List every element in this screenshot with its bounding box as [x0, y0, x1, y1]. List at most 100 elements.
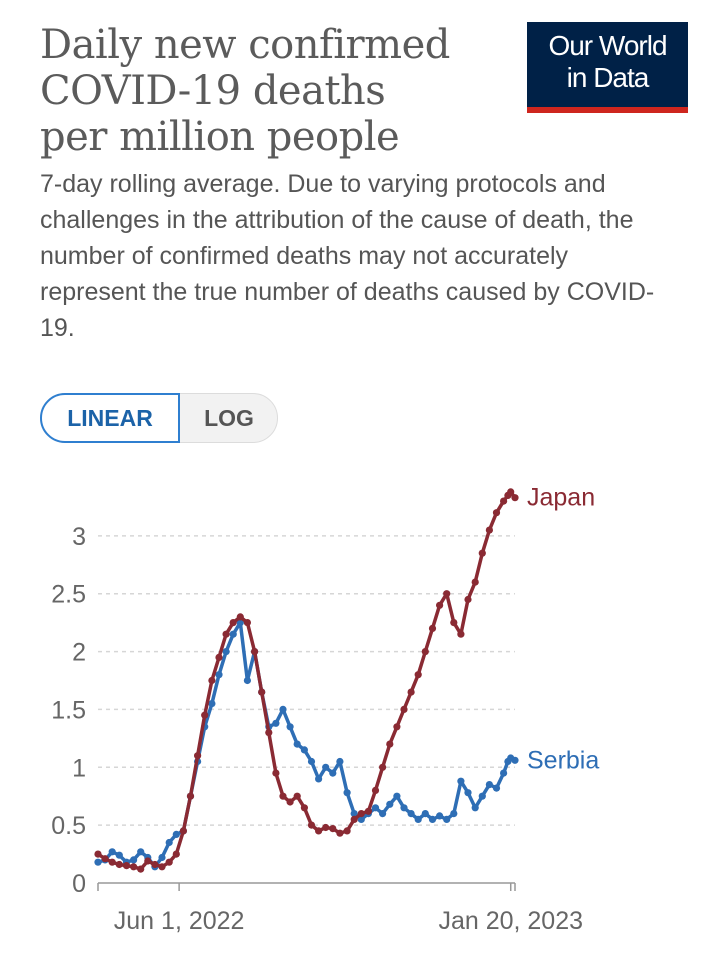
data-point-japan: [172, 850, 180, 858]
data-point-japan: [307, 821, 316, 829]
data-point-japan: [300, 804, 308, 812]
data-point-japan: [393, 723, 401, 731]
title-line-1: Daily new confirmed: [40, 22, 450, 68]
data-point-japan: [201, 711, 209, 719]
data-point-serbia: [293, 740, 301, 748]
data-point-serbia: [336, 757, 344, 766]
data-point-japan: [258, 688, 266, 696]
data-point-serbia: [130, 856, 138, 864]
data-point-japan: [186, 792, 195, 800]
data-point-serbia: [485, 781, 493, 789]
data-point-japan: [350, 815, 358, 823]
data-point-japan: [471, 578, 479, 586]
data-point-japan: [286, 798, 294, 806]
data-point-serbia: [272, 719, 280, 727]
data-point-serbia: [464, 789, 472, 797]
data-point-japan: [414, 671, 422, 679]
data-point-serbia: [222, 648, 230, 656]
data-point-japan: [511, 494, 519, 502]
data-point-japan: [343, 827, 351, 835]
data-point-japan: [443, 590, 451, 598]
series-label-serbia[interactable]: Serbia: [527, 746, 599, 774]
data-point-japan: [379, 763, 387, 771]
data-point-serbia: [357, 815, 365, 823]
title-line-2: COVID-19 deaths: [40, 68, 386, 114]
series-label-japan[interactable]: Japan: [527, 484, 595, 512]
data-point-japan: [400, 705, 408, 713]
data-point-japan: [122, 862, 131, 870]
data-point-japan: [115, 860, 123, 869]
data-point-japan: [336, 829, 344, 837]
chart-subtitle: 7-day rolling average. Due to varying pr…: [40, 170, 655, 342]
y-axis-ticks: 0 0.5 1 1.5 2 2.5 3: [51, 523, 86, 898]
data-point-japan: [108, 858, 116, 866]
data-point-japan: [507, 488, 515, 496]
data-point-serbia: [400, 804, 408, 812]
y-tick-label: 2.5: [51, 581, 86, 609]
data-point-serbia: [436, 812, 444, 820]
data-point-japan: [265, 729, 273, 737]
data-point-japan: [222, 630, 230, 638]
data-point-serbia: [414, 815, 422, 823]
data-point-serbia: [172, 830, 180, 838]
data-point-japan: [229, 619, 237, 627]
data-point-japan: [151, 860, 159, 869]
data-point-japan: [272, 769, 280, 777]
data-point-japan: [450, 619, 458, 627]
data-point-serbia: [229, 630, 237, 638]
data-point-serbia: [158, 853, 166, 862]
data-point-serbia: [421, 810, 429, 818]
data-point-serbia: [243, 676, 251, 685]
data-point-japan: [428, 624, 437, 632]
owid-logo[interactable]: Our World in Data: [527, 22, 688, 113]
data-point-japan: [457, 630, 465, 638]
y-tick-label: 1.5: [51, 696, 86, 724]
data-point-japan: [144, 857, 152, 865]
data-point-japan: [322, 823, 330, 832]
y-tick-label: 0: [72, 870, 86, 898]
data-point-japan: [407, 688, 415, 696]
x-tick-label: Jan 20, 2023: [438, 907, 583, 935]
series-layer: Serbia Japan: [94, 484, 599, 873]
gridlines: [98, 535, 515, 826]
data-point-serbia: [457, 777, 465, 785]
logo-line-1: Our World: [548, 30, 667, 61]
y-tick-label: 1: [72, 754, 86, 782]
data-point-japan: [293, 792, 301, 800]
data-point-japan: [364, 807, 372, 815]
logo-line-2: in Data: [566, 62, 650, 93]
linear-scale-button[interactable]: LINEAR: [40, 393, 180, 443]
data-point-serbia: [379, 810, 387, 818]
scale-toggle: LINEAR LOG: [40, 393, 278, 443]
data-point-serbia: [115, 851, 123, 859]
data-point-japan: [464, 595, 472, 604]
series-line-serbia: [97, 620, 516, 869]
data-point-serbia: [350, 810, 358, 818]
data-point-serbia: [300, 746, 308, 754]
data-point-serbia: [94, 858, 102, 866]
data-point-serbia: [215, 671, 223, 679]
data-point-serbia: [208, 700, 216, 708]
line-chart: 0 0.5 1 1.5 2 2.5 3 Jun 1, 2022 Jan 20, 2023 Se…: [51, 484, 599, 935]
data-point-japan: [243, 619, 251, 627]
log-scale-button[interactable]: LOG: [204, 405, 254, 431]
data-point-serbia: [307, 757, 316, 766]
data-point-japan: [215, 653, 223, 661]
data-point-serbia: [478, 792, 486, 800]
data-point-japan: [194, 752, 202, 760]
data-point-japan: [421, 648, 429, 656]
data-point-serbia: [443, 815, 451, 823]
data-point-serbia: [322, 763, 330, 771]
data-point-japan: [436, 601, 444, 609]
data-point-japan: [357, 810, 365, 818]
data-point-serbia: [450, 810, 458, 818]
y-tick-label: 2: [72, 639, 86, 667]
data-point-serbia: [386, 800, 394, 808]
data-point-japan: [179, 827, 187, 835]
data-point-serbia: [511, 756, 519, 764]
data-point-serbia: [492, 784, 501, 792]
data-point-serbia: [471, 804, 479, 812]
data-point-japan: [279, 792, 287, 800]
data-point-japan: [130, 863, 138, 871]
data-point-serbia: [137, 848, 145, 856]
